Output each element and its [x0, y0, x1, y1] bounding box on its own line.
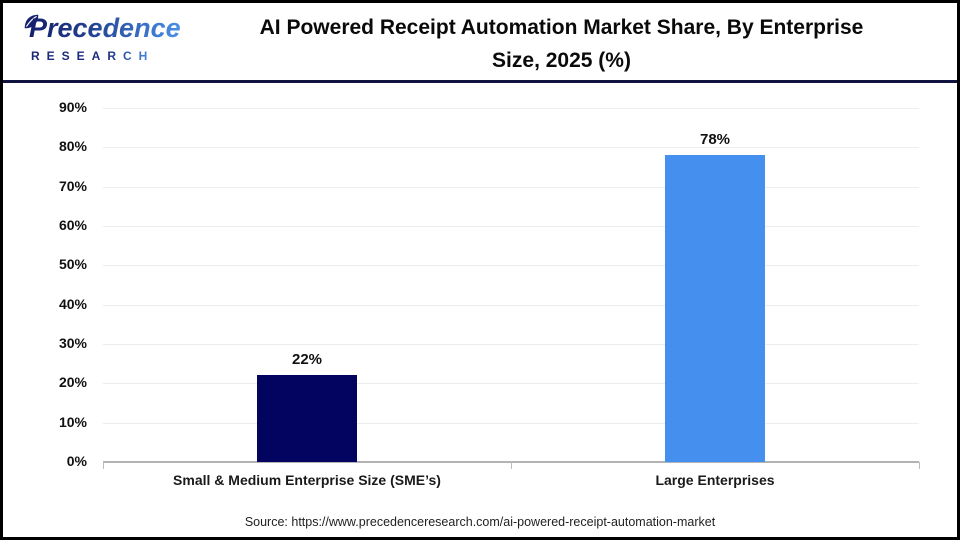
x-axis-tick: [103, 462, 104, 469]
gridline: [103, 304, 919, 306]
gridline: [103, 422, 919, 424]
chart-title-line2: Size, 2025 (%): [492, 49, 631, 72]
y-tick-label: 0%: [66, 453, 87, 469]
gridline: [103, 383, 919, 385]
bar-sme: [257, 375, 357, 462]
logo-brand-text: Precedence: [29, 13, 181, 43]
y-tick-label: 40%: [58, 295, 87, 312]
x-axis-tick: [919, 462, 920, 469]
y-tick-label: 20%: [58, 374, 87, 391]
x-category-label: Large Enterprises: [655, 472, 775, 488]
logo-sub-text: RESEARCH: [31, 49, 155, 63]
y-tick-label: 70%: [58, 177, 87, 194]
y-tick-label: 10%: [58, 413, 87, 430]
header: Precedence RESEARCH AI Powered Receipt A…: [3, 3, 957, 80]
y-tick-label: 90%: [58, 99, 87, 115]
bar-value-label: 78%: [699, 131, 731, 149]
y-tick-label: 60%: [58, 217, 87, 233]
chart-title: AI Powered Receipt Automation Market Sha…: [178, 11, 945, 77]
y-tick-label: 50%: [58, 256, 87, 273]
gridline: [103, 186, 919, 188]
gridline: [103, 108, 919, 109]
header-separator: [3, 80, 957, 83]
gridline: [103, 147, 919, 149]
gridline: [103, 344, 919, 345]
chart-title-line1: AI Powered Receipt Automation Market Sha…: [259, 16, 864, 39]
chart-area: 0% 10% 20% 30% 40% 50% 60% 70% 80% 90% 22% Small & …: [3, 83, 957, 503]
y-tick-label: 30%: [58, 335, 87, 351]
leaf-icon: [24, 14, 39, 29]
y-tick-label: 80%: [58, 138, 87, 155]
precedence-research-logo: Precedence RESEARCH: [15, 11, 181, 73]
gridline: [103, 226, 919, 227]
gridline: [103, 265, 919, 267]
bar-large-enterprises: [665, 155, 765, 462]
x-axis-tick: [511, 462, 512, 469]
x-category-label: Small & Medium Enterprise Size (SME’s): [173, 472, 441, 488]
bar-value-label: 22%: [291, 351, 323, 369]
source-text: Source: https://www.precedenceresearch.c…: [244, 515, 716, 529]
